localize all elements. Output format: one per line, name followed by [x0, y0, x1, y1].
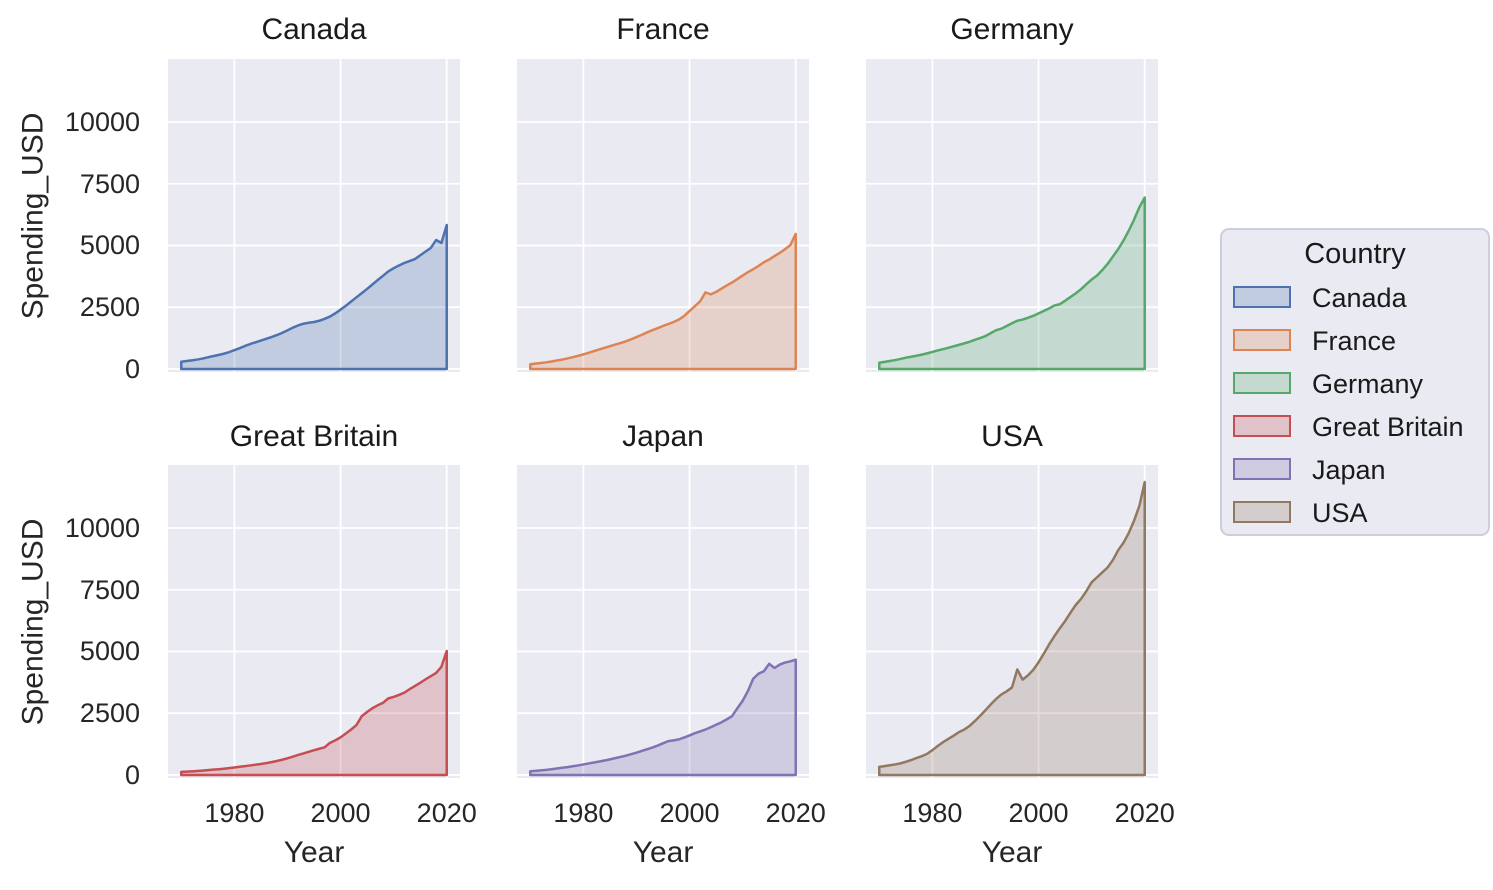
y-tick-label: 5000 — [79, 636, 140, 667]
legend-label-japan: Japan — [1312, 455, 1386, 485]
facet-plot-great-britain — [168, 465, 460, 778]
y-tick-label: 2500 — [79, 292, 140, 323]
legend-swatch-canada — [1233, 286, 1291, 308]
legend-label-great-britain: Great Britain — [1312, 412, 1464, 442]
x-axis-label: Year — [632, 836, 694, 869]
y-tick-label: 10000 — [64, 512, 140, 543]
facet-title-usa: USA — [981, 420, 1043, 453]
x-tick-label: 2000 — [1008, 798, 1069, 828]
x-tick-label: 2000 — [659, 798, 720, 828]
panel-background — [517, 465, 809, 778]
facet-title-canada: Canada — [261, 13, 367, 46]
facet-plot-france — [517, 59, 809, 372]
legend-entry-germany: Germany — [1222, 362, 1488, 405]
facet-panel-usa — [866, 465, 1158, 778]
facet-panel-germany — [866, 59, 1158, 372]
legend-entry-japan: Japan — [1222, 448, 1488, 491]
panel-background — [168, 59, 460, 372]
y-axis-label: Spending_USD — [16, 112, 50, 320]
legend-entry-france: France — [1222, 319, 1488, 362]
legend-label-canada: Canada — [1312, 283, 1407, 313]
y-tick-label: 10000 — [64, 106, 140, 137]
y-tick-label: 7500 — [79, 574, 140, 605]
panel-background — [866, 465, 1158, 778]
panel-background — [517, 59, 809, 372]
area-great-britain — [180, 649, 448, 777]
legend-swatch-great-britain — [1233, 415, 1291, 437]
facet-plot-canada — [168, 59, 460, 372]
area-germany — [878, 196, 1146, 371]
panel-background — [866, 59, 1158, 372]
x-tick-label: 1980 — [902, 798, 963, 828]
legend-swatch-usa — [1233, 501, 1291, 523]
legend-swatch-france — [1233, 329, 1291, 351]
legend-label-usa: USA — [1312, 498, 1368, 528]
y-tick-label: 5000 — [79, 230, 140, 261]
facet-title-great-britain: Great Britain — [229, 420, 399, 453]
x-axis-label: Year — [283, 836, 345, 869]
area-japan — [529, 658, 797, 777]
facet-plot-usa — [866, 465, 1158, 778]
legend-swatch-japan — [1233, 458, 1291, 480]
area-usa — [878, 480, 1146, 777]
facet-title-france: France — [616, 13, 710, 46]
y-tick-label: 7500 — [79, 168, 140, 199]
x-tick-label: 2020 — [765, 798, 826, 828]
facet-panel-france — [517, 59, 809, 372]
y-tick-label: 0 — [124, 353, 140, 384]
x-tick-label: 2020 — [1114, 798, 1175, 828]
facet-panel-great-britain — [168, 465, 460, 778]
x-tick-label: 2000 — [310, 798, 371, 828]
legend-entry-usa: USA — [1222, 491, 1488, 534]
x-tick-label: 1980 — [553, 798, 614, 828]
legend-title: Country — [1304, 238, 1406, 270]
facet-title-japan: Japan — [622, 420, 704, 453]
area-canada — [180, 223, 448, 371]
facet-panel-canada — [168, 59, 460, 372]
legend-entry-great-britain: Great Britain — [1222, 405, 1488, 448]
x-tick-label: 1980 — [204, 798, 265, 828]
legend-label-france: France — [1312, 326, 1397, 356]
facet-plot-japan — [517, 465, 809, 778]
facet-title-germany: Germany — [950, 13, 1074, 46]
y-tick-label: 2500 — [79, 698, 140, 729]
facet-plot-germany — [866, 59, 1158, 372]
legend: Country Canada France Germany Great Britain J… — [1220, 228, 1490, 536]
x-tick-label: 2020 — [416, 798, 477, 828]
legend-label-germany: Germany — [1312, 369, 1424, 399]
area-france — [529, 232, 797, 371]
panel-background — [168, 465, 460, 778]
y-axis-label: Spending_USD — [16, 518, 50, 726]
legend-swatch-germany — [1233, 372, 1291, 394]
facet-panel-japan — [517, 465, 809, 778]
x-axis-label: Year — [981, 836, 1043, 869]
y-tick-label: 0 — [124, 759, 140, 790]
legend-entry-canada: Canada — [1222, 276, 1488, 319]
